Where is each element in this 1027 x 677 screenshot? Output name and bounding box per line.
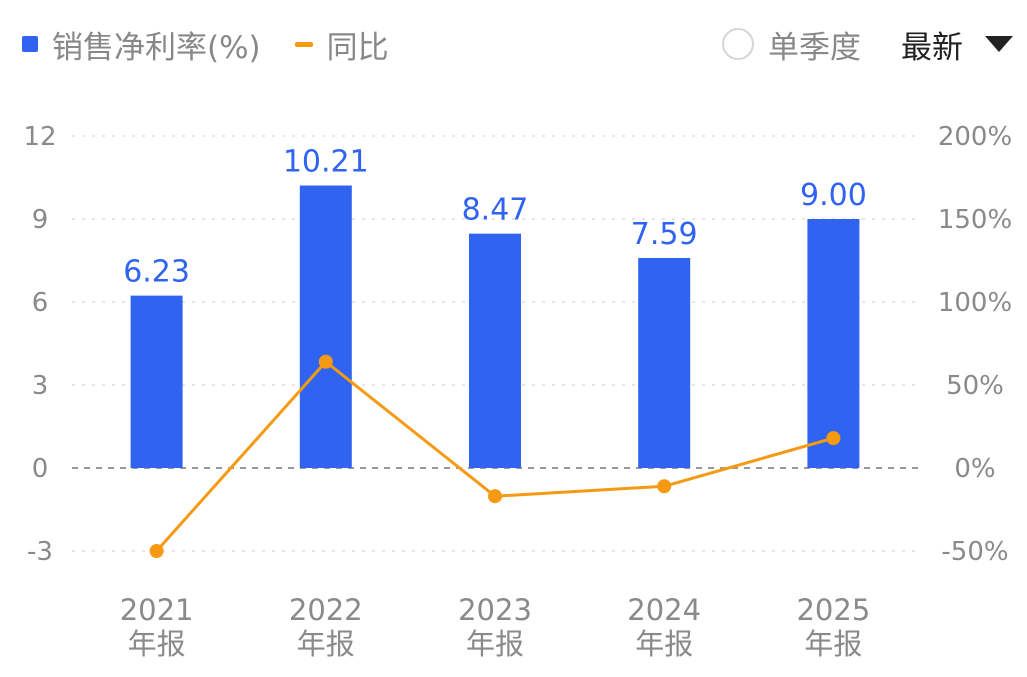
radio-unchecked-icon[interactable]: [722, 28, 754, 60]
yoy-point: [149, 544, 164, 558]
y-left-tick-label: 9: [32, 205, 49, 235]
y-left-tick-label: -3: [27, 537, 53, 567]
legend-label-net-margin: 销售净利率(%): [52, 29, 261, 66]
bar: [130, 295, 183, 468]
y-right-tick-label: 150%: [938, 205, 1012, 235]
bar: [638, 258, 691, 468]
bar-value-label: 6.23: [123, 255, 190, 290]
bar: [299, 185, 352, 469]
yoy-point: [657, 479, 672, 494]
y-left-tick-label: 3: [32, 371, 49, 401]
y-left-tick-label: 6: [32, 288, 49, 318]
y-left-tick-label: 12: [23, 122, 56, 152]
bar-value-label: 8.47: [462, 193, 529, 228]
quarter-toggle-label[interactable]: 单季度: [768, 29, 861, 66]
x-tick-label-type: 年报: [297, 627, 355, 661]
x-tick-label-year: 2025: [796, 593, 870, 627]
caret-down-icon[interactable]: [985, 36, 1013, 52]
x-tick-label-year: 2022: [289, 593, 363, 627]
x-tick-label-type: 年报: [635, 627, 693, 661]
line-swatch-icon: [294, 41, 313, 47]
y-left-tick-label: 0: [32, 454, 49, 484]
x-tick-label-year: 2021: [120, 593, 194, 627]
x-tick-label-type: 年报: [804, 627, 862, 661]
chart-controls: 单季度 最新: [722, 22, 1013, 66]
y-right-tick-label: -50%: [941, 537, 1008, 567]
y-right-tick-label: 100%: [938, 288, 1012, 318]
y-right-tick-label: 0%: [954, 454, 995, 484]
x-tick-label-year: 2024: [627, 593, 701, 627]
bar-value-label: 9.00: [800, 178, 867, 213]
bar-swatch-icon: [22, 36, 38, 52]
y-right-tick-label: 200%: [938, 122, 1012, 152]
bar: [469, 233, 521, 468]
yoy-point: [318, 354, 333, 369]
legend-label-yoy: 同比: [326, 29, 389, 66]
legend-item-net-margin[interactable]: 销售净利率(%): [22, 22, 261, 67]
period-select-value[interactable]: 最新: [901, 29, 963, 66]
yoy-point: [826, 431, 841, 446]
bar-value-label: 7.59: [631, 217, 698, 252]
bar-value-label: 10.21: [283, 145, 369, 180]
chart-legend: 销售净利率(%) 同比: [22, 22, 423, 66]
x-tick-label-type: 年报: [466, 627, 524, 661]
legend-item-yoy[interactable]: 同比: [294, 22, 389, 67]
bar: [807, 219, 860, 468]
x-tick-label-year: 2023: [458, 593, 532, 627]
x-tick-label-type: 年报: [128, 627, 186, 661]
y-right-tick-label: 50%: [946, 371, 1004, 401]
yoy-point: [488, 489, 502, 504]
